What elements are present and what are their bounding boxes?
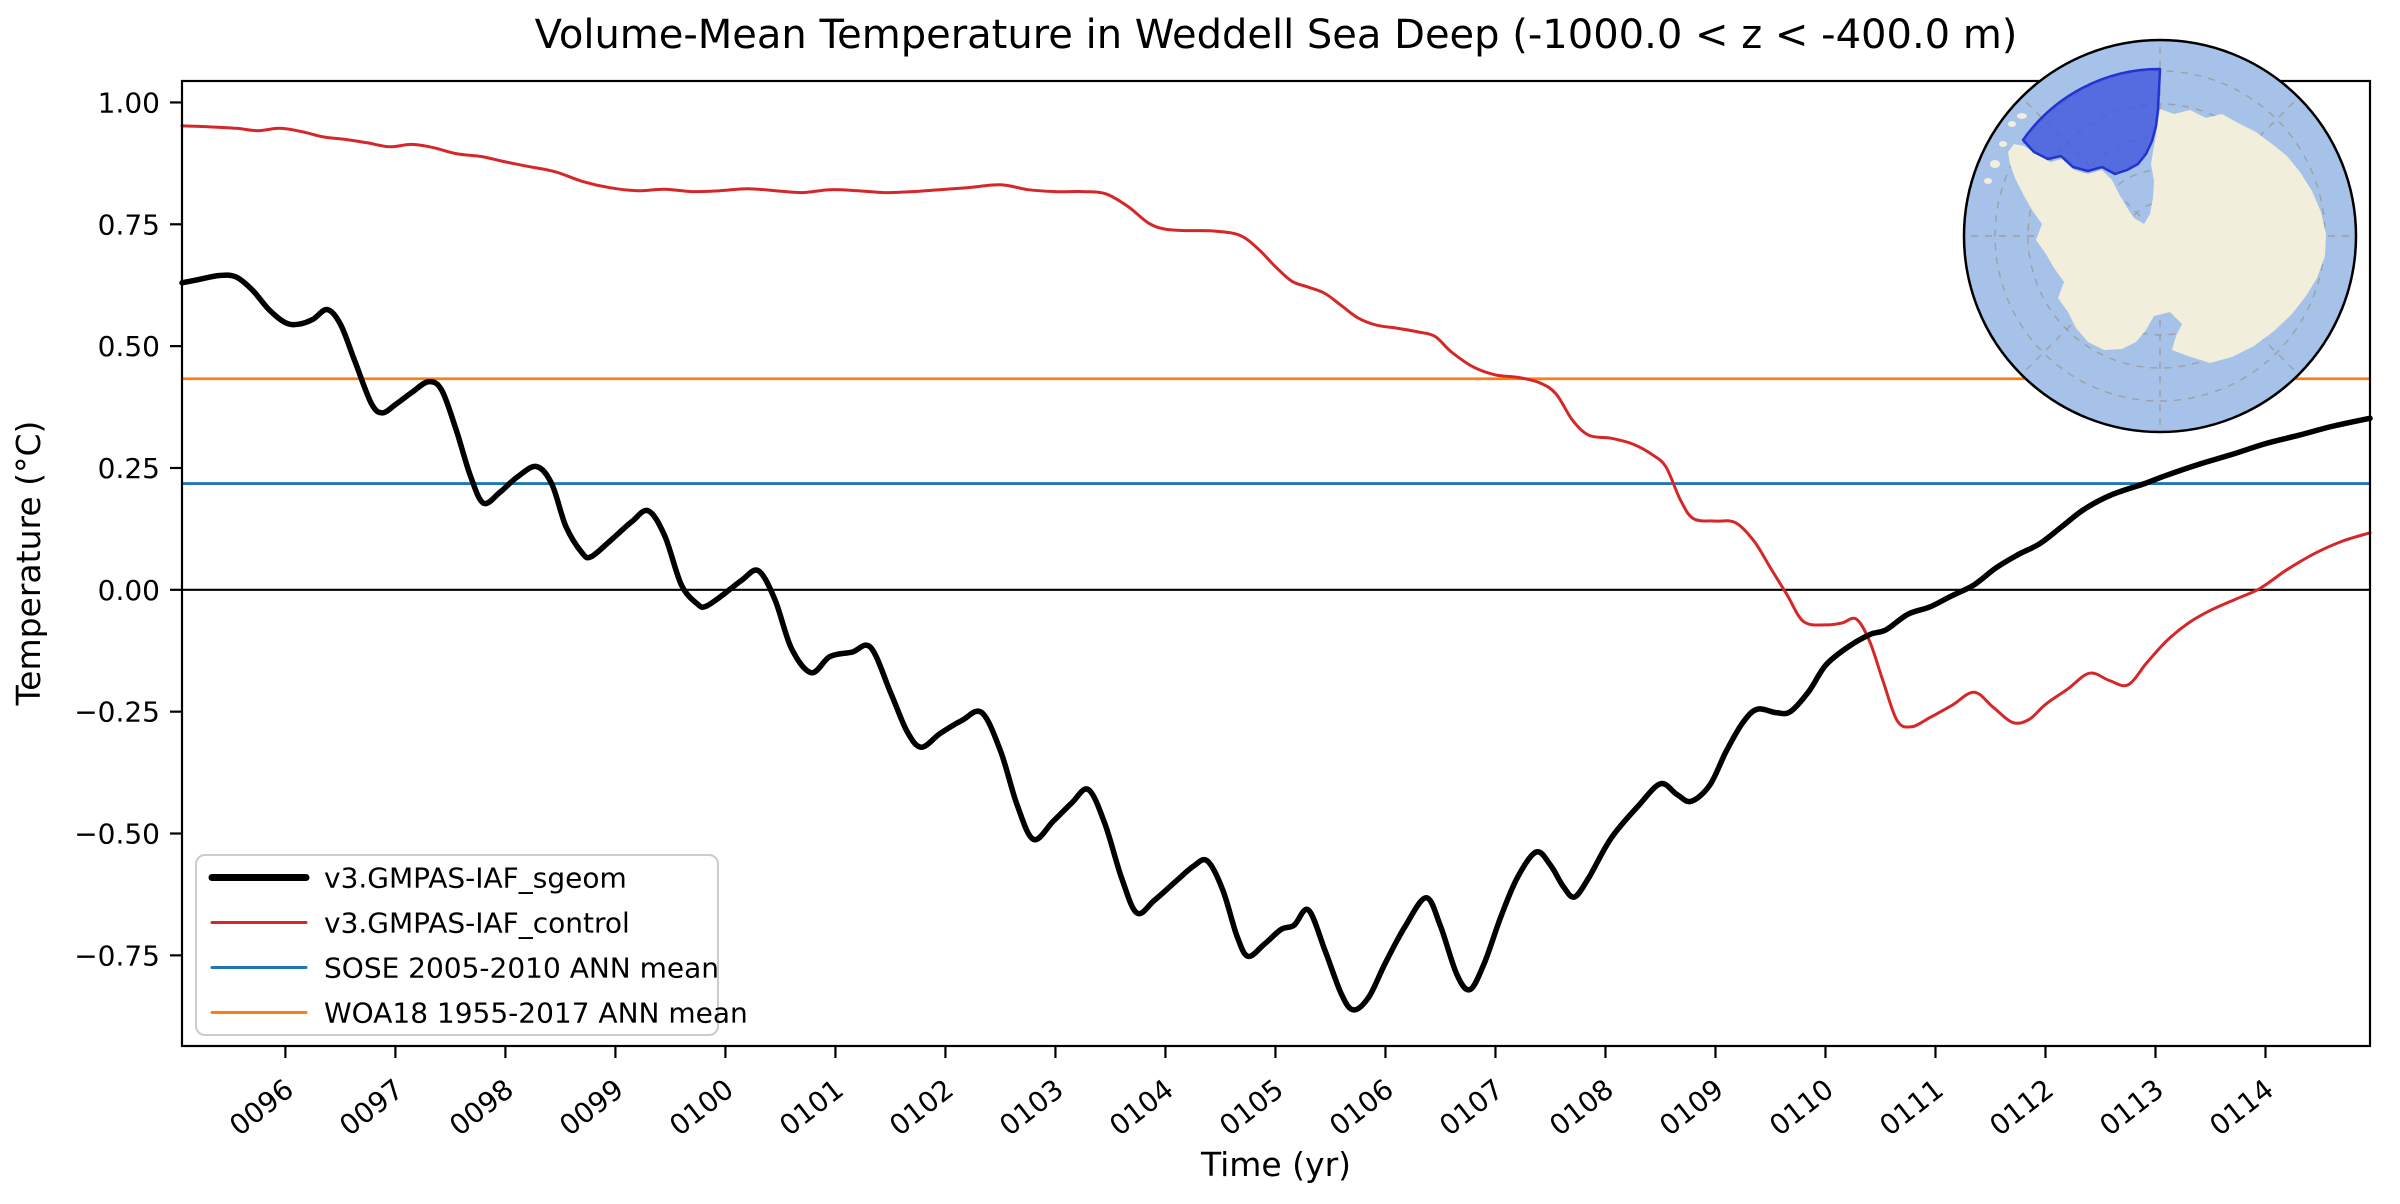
- x-tick-label: 0114: [2203, 1073, 2279, 1143]
- y-tick-label: 0.25: [98, 452, 160, 485]
- x-tick-label: 0098: [443, 1073, 519, 1143]
- y-tick-label: 0.50: [98, 330, 160, 363]
- legend-label: v3.GMPAS-IAF_sgeom: [324, 862, 627, 895]
- series-line-v3-gmpas-iaf-control: [180, 124, 2372, 729]
- x-tick-label: 0097: [333, 1073, 409, 1143]
- legend-box: [195, 854, 719, 1036]
- x-tick-label: 0108: [1543, 1073, 1619, 1143]
- x-axis-label: Time (yr): [1200, 1145, 1351, 1184]
- weddell-region-highlight: [2021, 67, 2162, 176]
- x-tick-label: 0100: [663, 1073, 739, 1143]
- y-axis-label: Temperature (°C): [9, 421, 48, 707]
- x-tick-label: 0096: [223, 1073, 299, 1143]
- series-line-v3-gmpas-iaf-sgeom: [179, 272, 2373, 1013]
- x-tick-label: 0099: [553, 1073, 629, 1143]
- x-tick-label: 0106: [1323, 1073, 1399, 1143]
- inset-map: [1962, 38, 2358, 434]
- x-tick-label: 0111: [1873, 1073, 1949, 1143]
- y-tick-label: −0.25: [74, 696, 160, 729]
- legend: v3.GMPAS-IAF_sgeom v3.GMPAS-IAF_control SO…: [195, 854, 748, 1036]
- x-tick-label: 0107: [1433, 1073, 1509, 1143]
- map-border: [1962, 38, 2358, 434]
- x-tick-label: 0101: [773, 1073, 849, 1143]
- y-tick-label: 0.75: [98, 208, 160, 241]
- legend-label: SOSE 2005-2010 ANN mean: [324, 952, 719, 985]
- y-tick-label: 1.00: [98, 86, 160, 119]
- y-tick-label: −0.75: [74, 939, 160, 972]
- x-tick-label: 0113: [2093, 1073, 2169, 1143]
- y-tick-label: −0.50: [74, 818, 160, 851]
- x-tick-label: 0112: [1983, 1073, 2059, 1143]
- y-tick-label: 0.00: [98, 574, 160, 607]
- legend-label: WOA18 1955-2017 ANN mean: [324, 997, 748, 1030]
- chart-title: Volume-Mean Temperature in Weddell Sea D…: [535, 12, 2018, 58]
- antarctica-landmass: [2008, 109, 2326, 363]
- map-islands: [1984, 113, 2027, 184]
- legend-label: v3.GMPAS-IAF_control: [324, 907, 630, 940]
- x-tick-label: 0110: [1763, 1073, 1839, 1143]
- x-tick-label: 0102: [883, 1073, 959, 1143]
- x-tick-label: 0109: [1653, 1073, 1729, 1143]
- x-tick-label: 0105: [1213, 1073, 1289, 1143]
- x-tick-label: 0103: [993, 1073, 1069, 1143]
- x-tick-label: 0104: [1103, 1073, 1179, 1143]
